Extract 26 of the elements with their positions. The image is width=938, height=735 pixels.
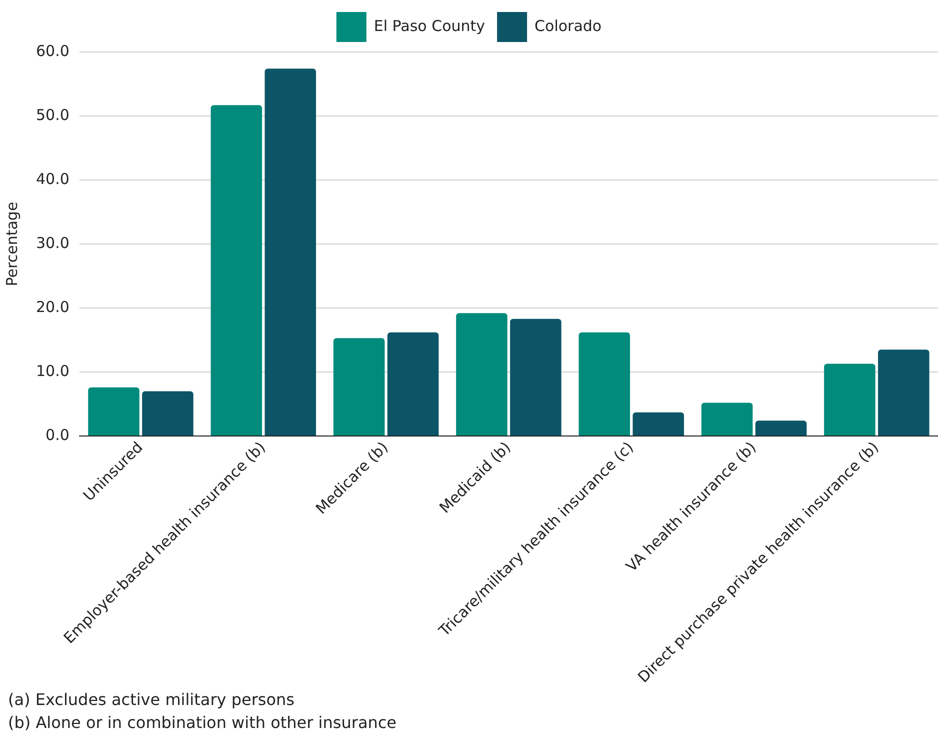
text: (a) Excludes active military persons	[8, 689, 296, 711]
y-axis-title: Percentage	[2, 202, 21, 286]
bar	[142, 391, 194, 436]
y-tick-label: 40.0	[36, 170, 70, 188]
bar	[878, 350, 930, 436]
legend-label: Colorado	[534, 16, 602, 35]
y-tick-label: 0.0	[46, 426, 70, 444]
bar	[824, 364, 876, 436]
y-tick-label: 60.0	[36, 42, 70, 60]
bar	[210, 105, 262, 436]
y-tick-label: 20.0	[36, 298, 70, 316]
bar	[387, 332, 439, 436]
bar	[510, 318, 562, 436]
y-tick-label: 30.0	[36, 234, 70, 252]
text: (b) Alone or in combination with other insurance	[8, 712, 397, 734]
y-tick-label: 50.0	[36, 106, 70, 124]
bar	[755, 420, 807, 436]
bar	[578, 332, 630, 436]
bar	[632, 412, 684, 436]
bar	[456, 313, 508, 436]
bar	[88, 387, 140, 436]
bar	[264, 68, 316, 436]
y-tick-label: 10.0	[36, 362, 70, 380]
bar	[701, 402, 753, 436]
legend-label: El Paso County	[374, 16, 486, 35]
bar	[333, 338, 385, 436]
